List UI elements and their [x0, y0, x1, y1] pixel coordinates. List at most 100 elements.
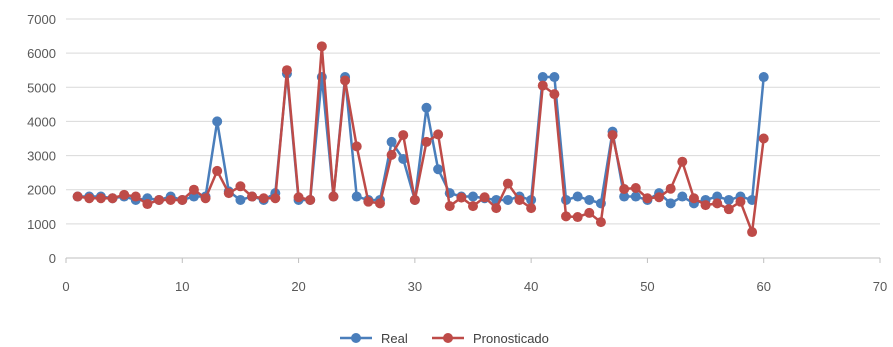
data-point — [107, 193, 118, 204]
data-point — [293, 192, 304, 203]
data-point — [398, 130, 409, 141]
data-point — [479, 192, 490, 203]
data-point — [549, 72, 560, 83]
data-point — [630, 191, 641, 202]
data-point — [177, 194, 188, 205]
data-point — [188, 184, 199, 195]
data-point — [351, 141, 362, 152]
data-point — [95, 193, 106, 204]
data-point — [363, 196, 374, 207]
data-point — [351, 191, 362, 202]
x-tick-label: 0 — [62, 279, 69, 294]
x-tick-label: 20 — [291, 279, 305, 294]
data-point — [677, 191, 688, 202]
data-point — [247, 191, 258, 202]
data-point — [723, 194, 734, 205]
series-0 — [72, 68, 769, 209]
legend-item: Real — [340, 331, 408, 346]
data-point — [537, 80, 548, 91]
data-point — [572, 191, 583, 202]
data-point — [758, 133, 769, 144]
data-point — [561, 211, 572, 222]
y-tick-label: 4000 — [27, 114, 56, 129]
data-point — [154, 194, 165, 205]
data-point — [642, 193, 653, 204]
data-point — [316, 41, 327, 52]
data-point — [688, 193, 699, 204]
data-point — [328, 191, 339, 202]
data-point — [212, 165, 223, 176]
data-point — [677, 156, 688, 167]
data-point — [747, 227, 758, 238]
data-point — [142, 199, 153, 210]
data-point — [665, 183, 676, 194]
legend: Real Pronosticado — [340, 331, 549, 346]
data-point — [212, 116, 223, 127]
data-point — [619, 191, 630, 202]
data-point — [630, 183, 641, 194]
series-group — [72, 41, 769, 238]
series-line — [77, 72, 765, 205]
data-point — [223, 188, 234, 199]
data-point — [433, 129, 444, 140]
data-point — [595, 217, 606, 228]
x-tick-label: 40 — [524, 279, 538, 294]
x-tick-label: 60 — [756, 279, 770, 294]
x-tick-label: 50 — [640, 279, 654, 294]
data-point — [537, 72, 548, 83]
data-point — [619, 184, 630, 195]
data-point — [421, 102, 432, 113]
y-tick-label: 0 — [49, 251, 56, 266]
data-point — [584, 194, 595, 205]
data-point — [235, 181, 246, 192]
data-point — [735, 196, 746, 207]
data-point — [700, 200, 711, 211]
data-point — [72, 191, 83, 202]
x-tick-label: 10 — [175, 279, 189, 294]
legend-item: Pronosticado — [432, 331, 549, 346]
data-point — [758, 72, 769, 83]
data-point — [421, 136, 432, 147]
data-point — [374, 198, 385, 209]
legend-label: Real — [381, 331, 408, 346]
y-tick-labels: 0 1000 2000 3000 4000 5000 6000 7000 — [27, 12, 56, 266]
gridlines — [66, 18, 880, 225]
legend-marker — [443, 333, 453, 343]
data-point — [270, 193, 281, 204]
data-point — [549, 89, 560, 100]
data-point — [502, 178, 513, 189]
y-tick-label: 2000 — [27, 183, 56, 198]
data-point — [130, 191, 141, 202]
data-point — [340, 75, 351, 86]
axes — [65, 257, 881, 263]
data-point — [712, 198, 723, 209]
data-point — [235, 194, 246, 205]
data-point — [433, 164, 444, 175]
data-point — [468, 201, 478, 212]
series-1 — [72, 41, 769, 238]
x-tick-label: 70 — [873, 279, 887, 294]
data-point — [119, 189, 130, 200]
data-point — [584, 207, 595, 218]
y-tick-label: 3000 — [27, 149, 56, 164]
data-point — [398, 153, 409, 164]
data-point — [456, 192, 467, 203]
data-point — [409, 194, 420, 205]
legend-marker — [351, 333, 361, 343]
x-tick-label: 30 — [408, 279, 422, 294]
data-point — [386, 136, 397, 147]
data-point — [491, 203, 502, 214]
y-tick-label: 6000 — [27, 46, 56, 61]
data-point — [607, 130, 618, 141]
y-tick-label: 1000 — [27, 217, 56, 232]
data-point — [444, 201, 455, 212]
data-point — [258, 193, 269, 204]
data-point — [305, 194, 316, 205]
data-point — [654, 192, 665, 203]
data-point — [165, 194, 176, 205]
y-tick-label: 5000 — [27, 80, 56, 95]
data-point — [572, 212, 583, 223]
data-point — [502, 194, 513, 205]
data-point — [723, 204, 734, 215]
